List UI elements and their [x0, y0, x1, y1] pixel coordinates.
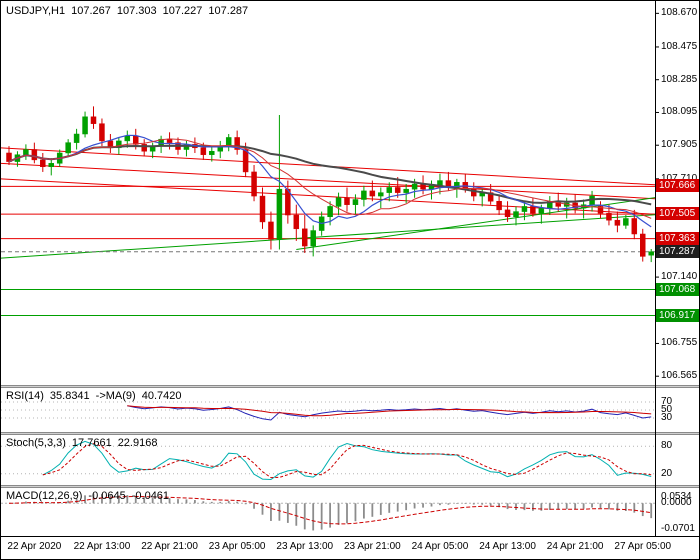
chart-window: USDJPY,H1 107.267 107.303 107.227 107.287 RS…: [0, 0, 700, 560]
chart-canvas[interactable]: [1, 1, 700, 560]
